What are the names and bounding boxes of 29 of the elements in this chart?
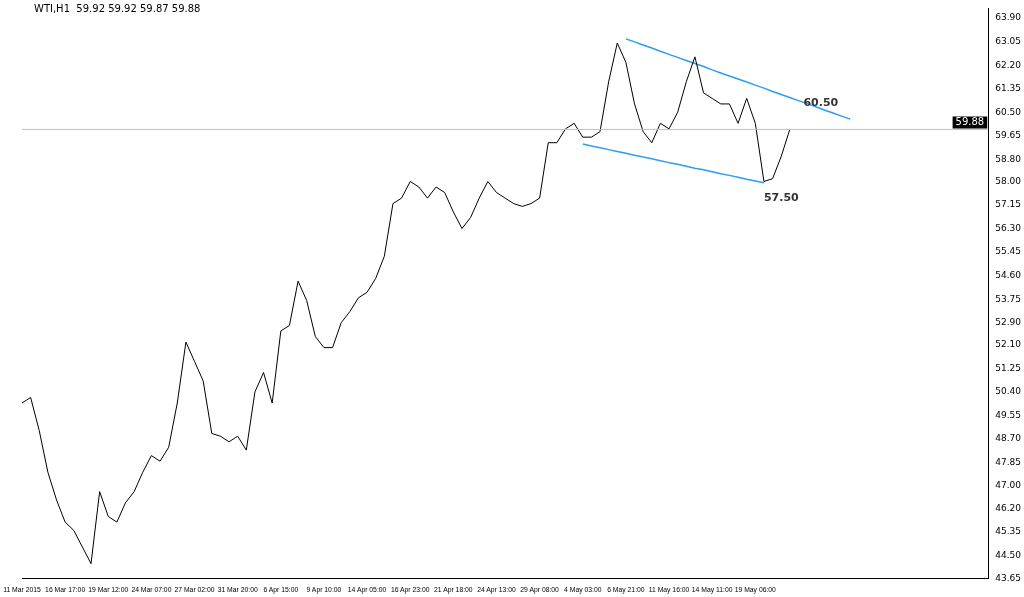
y-tick-label: 56.30 xyxy=(995,222,1022,233)
y-tick-label: 44.50 xyxy=(995,549,1022,560)
y-tick-label: 53.75 xyxy=(995,293,1021,304)
series-label: 60.50 xyxy=(803,96,839,110)
y-tick-label: 45.35 xyxy=(995,526,1021,537)
y-tick-label: 58.00 xyxy=(995,175,1022,186)
y-tick-label: 63.05 xyxy=(995,35,1021,46)
chart-title: WTI,H1 59.92 59.92 59.87 59.88 xyxy=(34,2,201,14)
y-tick-label: 58.80 xyxy=(995,153,1022,164)
y-tick-label: 50.40 xyxy=(995,386,1022,397)
y-tick-label: 55.45 xyxy=(995,246,1021,257)
y-tick-label: 61.35 xyxy=(995,83,1021,94)
y-tick-label: 43.65 xyxy=(995,573,1021,584)
y-tick-label: 47.00 xyxy=(995,480,1022,491)
y-tick-label: 63.90 xyxy=(995,12,1022,23)
y-tick-label: 52.10 xyxy=(995,339,1022,350)
ref-line-label: 59.88 xyxy=(955,116,985,127)
y-tick-label: 51.25 xyxy=(995,362,1021,373)
y-tick-label: 52.90 xyxy=(995,317,1022,328)
y-tick-label: 59.65 xyxy=(995,130,1021,141)
y-tick-label: 57.15 xyxy=(995,199,1021,210)
y-tick-label: 54.60 xyxy=(995,269,1022,280)
y-tick-label: 48.70 xyxy=(995,433,1022,444)
y-tick-label: 46.20 xyxy=(995,502,1022,513)
y-tick-label: 60.50 xyxy=(995,106,1022,117)
y-tick-label: 62.20 xyxy=(995,59,1022,70)
y-tick-label: 47.85 xyxy=(995,456,1021,467)
series-label: 57.50 xyxy=(763,190,800,204)
y-tick-label: 49.55 xyxy=(995,409,1021,420)
